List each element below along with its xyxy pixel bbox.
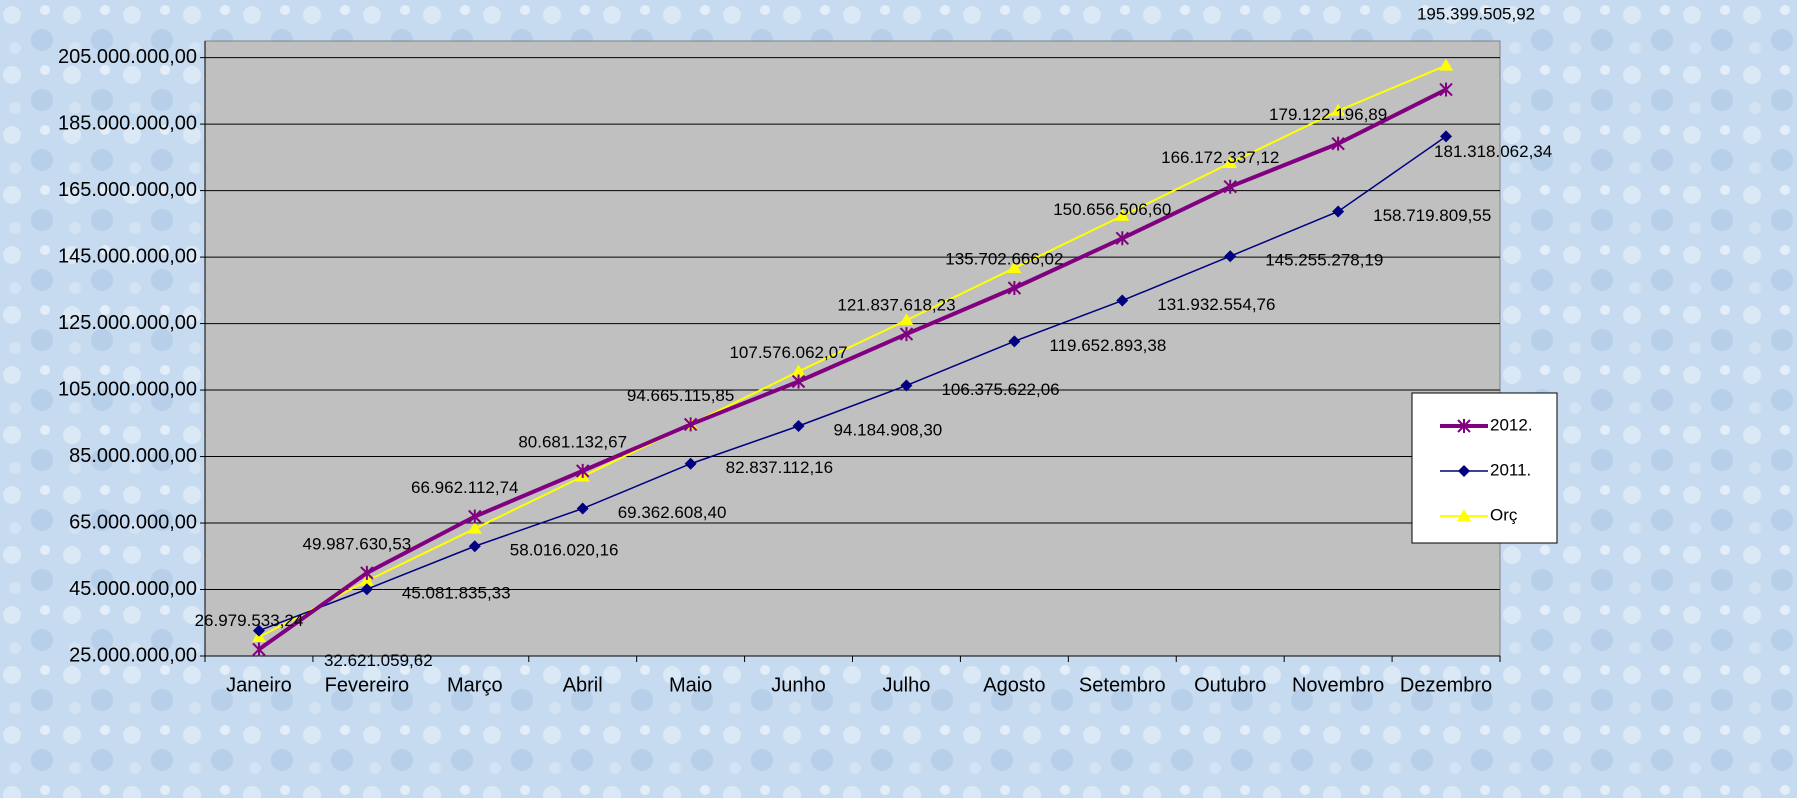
marker (360, 583, 373, 596)
x-tick-label: Agosto (983, 674, 1045, 696)
marker (1115, 231, 1129, 246)
data-label: 45.081.835,33 (402, 584, 511, 603)
marker (1457, 509, 1471, 521)
marker (1457, 419, 1471, 433)
x-tick-label: Fevereiro (325, 674, 409, 696)
data-label: 121.837.618,23 (837, 296, 955, 315)
marker (1224, 250, 1237, 263)
marker (792, 420, 805, 433)
x-tick-label: Junho (771, 674, 826, 696)
series-line (258, 135, 1447, 632)
y-tick-label: 145.000.000,00 (58, 245, 197, 267)
data-label: 26.979.533,24 (195, 611, 304, 630)
data-label: 94.184.908,30 (834, 420, 943, 439)
data-label: 82.837.112,16 (726, 458, 833, 477)
data-label: 66.962.112,74 (411, 478, 518, 497)
data-label: 94.665.115,85 (627, 386, 734, 405)
data-label: 179.122.196,89 (1269, 105, 1387, 124)
data-label: 166.172.337,12 (1161, 148, 1279, 167)
marker (1331, 103, 1346, 116)
data-label: 135.702.666,02 (945, 249, 1063, 268)
x-tick-label: Janeiro (226, 674, 292, 696)
data-label: 131.932.554,76 (1157, 295, 1275, 314)
x-tick-label: Maio (669, 674, 712, 696)
marker (252, 642, 266, 657)
y-tick-label: 45.000.000,00 (69, 578, 197, 600)
x-tick-label: Setembro (1079, 674, 1166, 696)
y-tick-label: 25.000.000,00 (69, 644, 197, 666)
marker (468, 540, 481, 553)
y-tick-label: 165.000.000,00 (58, 179, 197, 201)
y-tick-label: 105.000.000,00 (58, 378, 197, 400)
data-label: 119.652.893,38 (1049, 336, 1166, 355)
data-label: 107.576.062,07 (729, 343, 847, 362)
data-label: 106.375.622,06 (941, 380, 1059, 399)
x-tick-label: Março (447, 674, 503, 696)
x-tick-label: Julho (883, 674, 931, 696)
plot-area (204, 40, 1501, 657)
marker (1223, 156, 1238, 169)
y-tick-label: 205.000.000,00 (58, 46, 197, 68)
data-label: 69.362.608,40 (618, 503, 727, 522)
y-tick-label: 125.000.000,00 (58, 312, 197, 334)
marker (1439, 58, 1454, 71)
marker (683, 417, 698, 432)
marker (1115, 208, 1130, 221)
marker (684, 457, 697, 470)
marker (1331, 136, 1345, 151)
data-label: 158.719.809,55 (1373, 206, 1491, 225)
marker (1440, 130, 1453, 143)
marker (360, 565, 374, 580)
marker (1116, 294, 1129, 307)
marker (1007, 280, 1022, 295)
marker (900, 379, 913, 392)
legend-label: 2011. (1490, 460, 1531, 479)
marker (1439, 82, 1453, 97)
x-tick-label: Abril (563, 674, 603, 696)
data-label: 195.399.505,92 (1417, 4, 1535, 23)
y-tick-label: 85.000.000,00 (69, 445, 197, 467)
y-tick-label: 185.000.000,00 (58, 112, 197, 134)
marker (899, 327, 914, 342)
marker (899, 313, 914, 326)
data-label: 58.016.020,16 (510, 541, 619, 560)
series-line (257, 87, 1447, 652)
marker (1223, 179, 1237, 194)
marker (576, 502, 589, 515)
legend-label: 2012. (1490, 415, 1533, 434)
legend: 2012. 2011. Orç (1411, 392, 1558, 544)
data-label: 49.987.630,53 (303, 534, 412, 553)
y-tick-label: 65.000.000,00 (69, 511, 197, 533)
legend-box (1411, 392, 1558, 544)
data-label: 145.255.278,19 (1265, 251, 1383, 270)
x-tick-label: Outubro (1194, 674, 1266, 696)
data-label: 32.621.059,62 (324, 651, 433, 670)
marker (252, 624, 265, 637)
marker (1332, 205, 1345, 218)
marker (1007, 261, 1022, 274)
marker (467, 521, 482, 534)
data-label: 181.318.062,34 (1434, 142, 1552, 161)
marker (791, 374, 806, 389)
x-tick-label: Dezembro (1400, 674, 1492, 696)
marker (1008, 335, 1021, 348)
marker (468, 509, 482, 524)
marker (1458, 465, 1470, 477)
data-label: 80.681.132,67 (518, 432, 627, 451)
x-tick-label: Novembro (1292, 674, 1384, 696)
data-label: 150.656.506,60 (1053, 200, 1171, 219)
marker (791, 364, 806, 377)
marker (576, 463, 590, 478)
legend-label: Orç (1490, 505, 1518, 524)
series-line (258, 64, 1447, 638)
